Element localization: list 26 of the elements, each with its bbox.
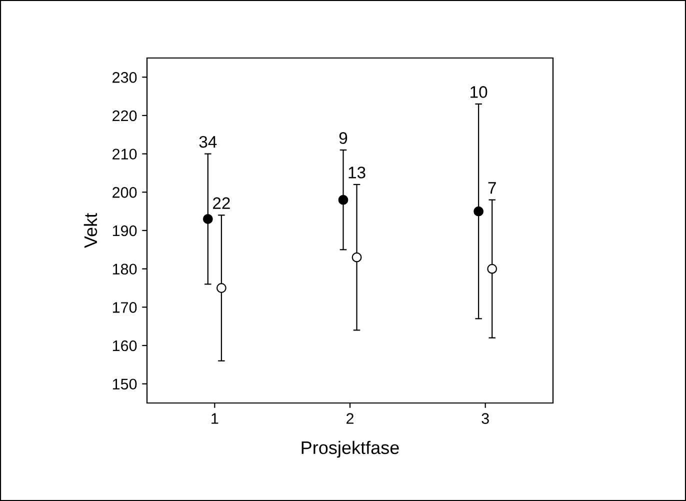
- annotation: 22: [213, 197, 230, 209]
- y-tick-label: 180: [112, 264, 137, 275]
- y-tick-label: 210: [112, 148, 137, 160]
- annotation: 13: [348, 166, 366, 178]
- point: [352, 252, 362, 262]
- point: [202, 214, 213, 224]
- x-tick-label: 1: [212, 413, 218, 424]
- y-tick-label: 160: [112, 340, 137, 352]
- annotation: 10: [470, 86, 488, 98]
- x-tick-label: 2: [346, 413, 354, 424]
- point: [474, 206, 484, 216]
- y-tick-label: 230: [112, 72, 137, 83]
- annotation: 9: [339, 132, 348, 144]
- y-tick-label: 170: [112, 302, 137, 313]
- point: [216, 283, 226, 293]
- point: [487, 264, 498, 274]
- annotation: 34: [199, 136, 217, 148]
- x-axis-title: Prosjektfase: [302, 440, 399, 458]
- annotation: 7: [488, 182, 496, 194]
- y-tick-label: 200: [112, 187, 137, 198]
- y-axis-title: Vekt: [84, 213, 98, 248]
- y-tick-label: 190: [112, 225, 137, 236]
- y-tick-label: 150: [112, 378, 137, 390]
- point: [338, 194, 348, 205]
- x-tick-label: 3: [482, 413, 489, 424]
- y-tick-label: 220: [112, 110, 137, 122]
